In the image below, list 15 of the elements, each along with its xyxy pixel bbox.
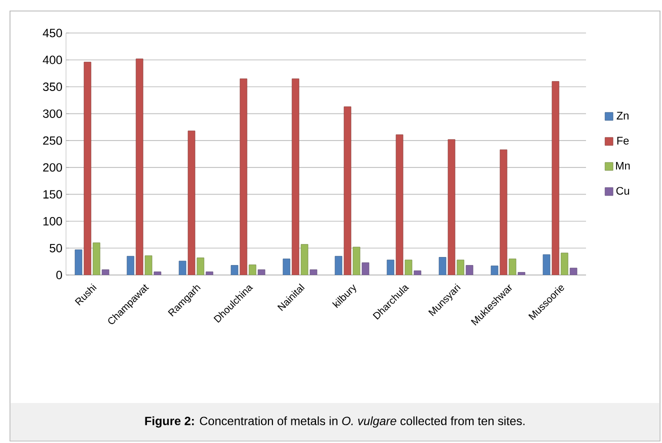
y-tick-label: 150 [43, 190, 62, 199]
y-tick-label: 250 [43, 136, 62, 145]
y-tick-label: 200 [43, 163, 62, 172]
legend-label: Mn [616, 162, 630, 170]
y-tick-label: 350 [42, 82, 62, 92]
y-tick-label: 300 [42, 109, 62, 118]
y-tick-label: 400 [42, 56, 62, 64]
y-tick-label: 50 [50, 244, 62, 252]
text: Figure 2: Concentration of metals in O. vulgare collected from ten sites. [145, 416, 524, 428]
legend-label: Fe [617, 136, 629, 145]
y-tick-label: 450 [42, 28, 62, 38]
y-tick-label: 0 [56, 270, 62, 280]
legend-label: Zn [616, 112, 628, 120]
legend-label: Cu [616, 186, 630, 195]
y-tick-label: 100 [43, 216, 62, 226]
